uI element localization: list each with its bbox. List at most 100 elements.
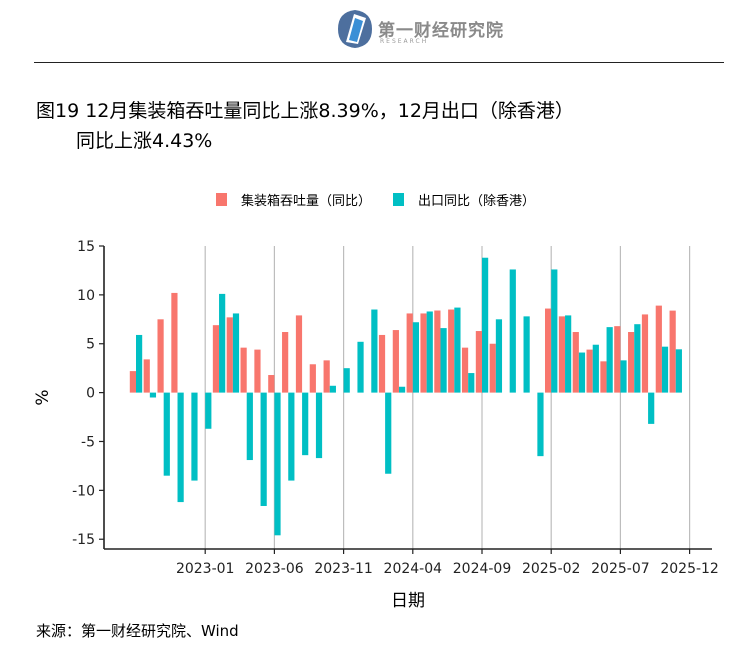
bar-export-growth	[634, 324, 641, 393]
x-tick-label: 2023-06	[245, 561, 304, 577]
bar-container-throughput	[489, 343, 496, 393]
bar-export-growth	[675, 349, 682, 393]
bar-container-throughput	[171, 292, 178, 393]
bar-export-growth	[163, 392, 170, 476]
bar-export-growth	[315, 392, 323, 459]
bar-export-growth	[440, 328, 447, 393]
legend-swatch-container	[216, 193, 227, 206]
source-note: 来源：第一财经研究院、Wind	[36, 622, 239, 640]
bar-container-throughput	[641, 314, 649, 393]
bar-container-throughput	[628, 332, 635, 393]
y-tick-label: -15	[72, 532, 95, 548]
chart-legend: 集装箱吞吐量（同比） 出口同比（除香港）	[216, 190, 557, 209]
y-axis-title: %	[33, 389, 53, 405]
bar-export-growth	[177, 392, 184, 503]
x-axis-title: 日期	[391, 591, 425, 611]
x-tick-label: 2025-07	[591, 561, 650, 577]
bar-container-throughput	[545, 308, 552, 393]
bar-export-growth	[661, 346, 669, 393]
bar-container-throughput	[586, 349, 593, 393]
bar-export-growth	[219, 293, 226, 393]
bar-container-throughput	[143, 359, 150, 393]
bar-container-throughput	[282, 332, 289, 393]
bar-export-growth	[288, 392, 295, 481]
legend-item-container: 集装箱吞吐量（同比）	[216, 190, 371, 209]
bar-container-throughput	[558, 316, 566, 393]
logo-text-cn: 第一财经研究院	[378, 21, 504, 41]
bar-export-growth	[385, 392, 392, 474]
bar-container-throughput	[392, 330, 399, 393]
legend-label-container: 集装箱吞吐量（同比）	[241, 194, 372, 209]
bar-export-growth	[648, 392, 655, 424]
bar-export-growth	[246, 392, 253, 461]
bar-export-growth	[523, 316, 530, 393]
y-tick-label: 0	[86, 386, 95, 402]
bar-export-growth	[565, 315, 572, 393]
bar-export-growth	[232, 313, 240, 393]
logo	[338, 10, 372, 48]
chart-title-line2: 同比上涨4.43%	[76, 130, 213, 152]
bar-export-growth	[509, 269, 516, 393]
bar-container-throughput	[240, 347, 247, 393]
bar-export-growth	[371, 309, 378, 393]
bar-export-growth	[606, 327, 613, 393]
chart-title: 图19 12月集装箱吞吐量同比上涨8.39%，12月出口（除香港） 同比上涨4.…	[36, 96, 716, 156]
bar-container-throughput	[157, 319, 164, 393]
x-tick-label: 2025-02	[522, 561, 581, 577]
bar-export-growth	[620, 360, 627, 393]
bar-container-throughput	[655, 305, 662, 393]
x-tick-label: 2023-11	[314, 561, 373, 577]
y-tick-label: 5	[86, 337, 95, 353]
bar-container-throughput	[448, 309, 455, 393]
bar-export-growth	[412, 322, 419, 393]
bar-export-growth	[149, 392, 157, 398]
bar-container-throughput	[614, 326, 621, 393]
bar-export-growth	[357, 341, 364, 393]
logo-text-en: RESEARCH	[380, 38, 429, 45]
x-tick-label: 2025-12	[660, 561, 719, 577]
bar-export-growth	[302, 392, 309, 456]
header-divider	[34, 62, 724, 63]
bar-export-growth	[136, 334, 143, 393]
diamond-logo-icon	[338, 10, 372, 48]
bar-export-growth	[578, 352, 586, 393]
bar-container-throughput	[434, 310, 441, 393]
y-tick-label: 10	[77, 288, 95, 304]
bar-container-throughput	[309, 364, 316, 393]
x-tick-label: 2023-01	[176, 561, 235, 577]
bar-container-throughput	[669, 310, 676, 393]
bar-export-growth	[426, 311, 433, 393]
bar-export-growth	[205, 392, 212, 429]
bar-export-growth	[329, 385, 336, 393]
bar-export-growth	[495, 319, 503, 393]
bar-export-growth	[551, 269, 558, 393]
bar-container-throughput	[254, 349, 261, 393]
bar-export-growth	[537, 392, 544, 457]
legend-swatch-export	[393, 193, 405, 206]
bar-container-throughput	[406, 313, 413, 393]
x-tick-label: 2024-09	[453, 561, 512, 577]
legend-item-export: 出口同比（除香港）	[393, 190, 535, 209]
x-tick-label: 2024-04	[384, 561, 443, 577]
bar-export-growth	[482, 257, 489, 393]
bar-export-growth	[343, 368, 350, 393]
bar-export-growth	[260, 392, 267, 506]
y-tick-label: -10	[72, 483, 95, 499]
bar-container-throughput	[129, 371, 136, 393]
bar-container-throughput	[461, 347, 469, 393]
bar-export-growth	[468, 373, 475, 393]
bar-container-throughput	[600, 361, 607, 393]
bar-export-growth	[274, 392, 281, 536]
chart-title-line1: 图19 12月集装箱吞吐量同比上涨8.39%，12月出口（除香港）	[36, 100, 574, 122]
bar-container-throughput	[323, 360, 330, 393]
bar-export-growth	[398, 386, 406, 393]
bar-export-growth	[454, 307, 461, 393]
bar-container-throughput	[475, 331, 482, 393]
bar-container-throughput	[212, 325, 220, 393]
y-tick-label: 15	[77, 239, 95, 255]
bar-container-throughput	[420, 313, 427, 393]
bar-container-throughput	[572, 332, 579, 393]
bar-export-growth	[191, 392, 198, 481]
bar-container-throughput	[378, 334, 386, 393]
